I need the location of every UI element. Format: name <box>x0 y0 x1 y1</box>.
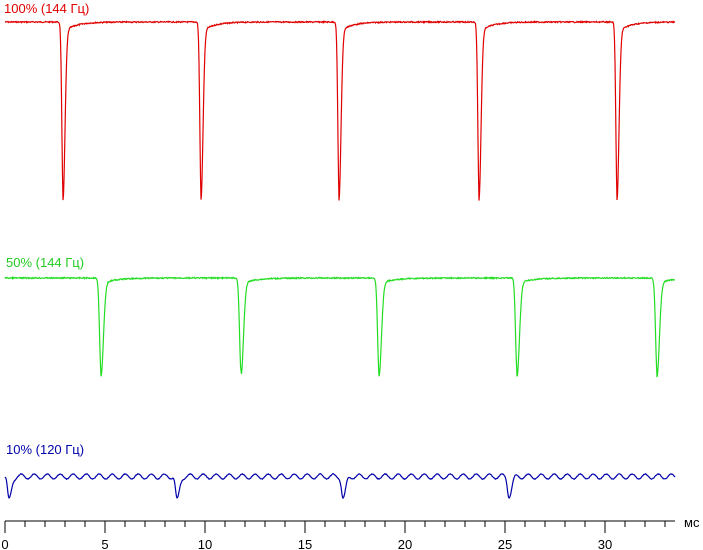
series-line-1 <box>4 275 675 378</box>
series-label-50: 50% (144 Гц) <box>6 255 84 270</box>
x-tick-label: 30 <box>598 537 612 550</box>
x-tick-label: 25 <box>498 537 512 550</box>
x-tick-label: 10 <box>198 537 212 550</box>
series-label-10: 10% (120 Гц) <box>6 442 84 457</box>
series-line-2 <box>4 472 676 500</box>
x-tick-label: 15 <box>298 537 312 550</box>
x-axis-unit-label: мс <box>684 515 700 530</box>
series-label-100: 100% (144 Гц) <box>4 1 89 16</box>
x-tick-label: 5 <box>101 537 108 550</box>
x-tick-label: 0 <box>1 537 8 550</box>
series-line-0 <box>4 20 675 201</box>
series-layer <box>4 20 676 500</box>
x-axis: 0 5 10 15 20 25 30 <box>1 520 675 550</box>
x-tick-label: 20 <box>398 537 412 550</box>
